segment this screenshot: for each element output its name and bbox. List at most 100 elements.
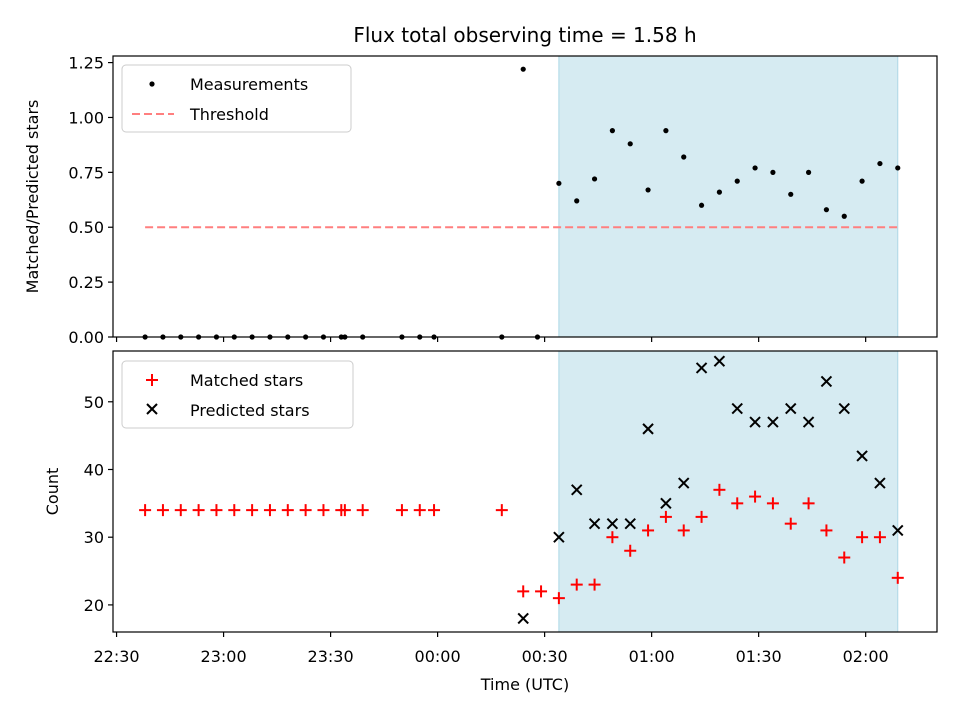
count-panel-frame bbox=[112, 350, 938, 633]
x-tick-label: 23:00 bbox=[201, 647, 247, 666]
matched-star-point bbox=[873, 531, 886, 544]
predicted-star-point bbox=[856, 450, 868, 462]
x-tick-label: 22:30 bbox=[94, 647, 140, 666]
matched-star-point bbox=[428, 504, 441, 517]
matched-star-point bbox=[338, 504, 351, 517]
matched-star-point bbox=[570, 578, 583, 591]
matched-star-point bbox=[713, 483, 726, 496]
x-tick-label: 00:00 bbox=[415, 647, 461, 666]
measurement-point bbox=[841, 213, 847, 219]
matched-star-point bbox=[139, 504, 152, 517]
measurement-point bbox=[877, 160, 883, 167]
matched-star-point bbox=[317, 504, 330, 517]
predicted-star-point bbox=[517, 612, 529, 625]
y-tick-label: 40 bbox=[84, 460, 104, 479]
legend-measurements-label: Measurements bbox=[190, 75, 308, 94]
measurement-point bbox=[556, 180, 562, 186]
predicted-star-point bbox=[820, 375, 833, 388]
predicted-star-point bbox=[588, 517, 601, 530]
count-y-axis-label: Count bbox=[43, 468, 62, 516]
predicted-star-point bbox=[802, 416, 815, 428]
count-legend: Matched stars Predicted stars bbox=[121, 360, 354, 429]
ratio-y-axis-label: Matched/Predicted stars bbox=[23, 100, 42, 294]
matched-star-point bbox=[263, 504, 276, 517]
y-tick-label: 1.25 bbox=[68, 54, 104, 73]
x-tick-label: 00:30 bbox=[522, 647, 568, 666]
y-tick-label: 20 bbox=[84, 596, 104, 615]
matched-star-point bbox=[731, 497, 744, 510]
matched-star-point bbox=[495, 504, 508, 517]
matched-star-point bbox=[535, 585, 548, 598]
predicted-star-point bbox=[624, 517, 636, 530]
measurement-point bbox=[609, 128, 615, 134]
matched-star-point bbox=[356, 504, 369, 517]
measurement-point bbox=[627, 141, 633, 147]
predicted-star-point bbox=[660, 497, 672, 510]
predicted-star-point bbox=[571, 484, 583, 496]
y-tick-label: 1.00 bbox=[68, 108, 104, 127]
predicted-star-point bbox=[642, 423, 654, 435]
measurement-point bbox=[788, 191, 794, 197]
matched-star-point bbox=[174, 504, 187, 517]
legend-measurement-dot bbox=[149, 81, 155, 87]
y-tick-label: 50 bbox=[84, 393, 104, 412]
matched-star-point bbox=[210, 504, 223, 517]
matched-star-point bbox=[228, 504, 241, 517]
legend-threshold-label: Threshold bbox=[189, 105, 269, 124]
predicted-star-point bbox=[713, 355, 726, 367]
predicted-star-point bbox=[695, 362, 708, 374]
ratio-panel: 0.00 0.25 0.50 0.75 1.00 1.25 Matched/Predict… bbox=[23, 54, 938, 347]
predicted-star-point bbox=[606, 517, 619, 530]
matched-star-point bbox=[749, 490, 762, 503]
y-tick-label: 0.50 bbox=[68, 218, 104, 237]
matched-star-point bbox=[838, 551, 851, 564]
predicted-star-point bbox=[749, 416, 761, 428]
ratio-x-ticks bbox=[115, 337, 867, 342]
matched-star-point bbox=[299, 504, 312, 517]
predicted-star-point bbox=[785, 402, 797, 415]
predicted-star-point bbox=[731, 402, 743, 415]
matched-star-point bbox=[156, 504, 169, 517]
matched-star-point bbox=[588, 578, 601, 591]
x-axis-label: Time (UTC) bbox=[480, 675, 569, 694]
measurement-point bbox=[591, 176, 598, 182]
matched-star-point bbox=[766, 497, 779, 510]
predicted-star-point bbox=[892, 524, 904, 537]
matched-star-point bbox=[802, 497, 815, 510]
matched-star-point bbox=[642, 524, 655, 537]
matched-star-point bbox=[784, 517, 797, 530]
matched-star-point bbox=[695, 510, 708, 523]
y-tick-label: 0.75 bbox=[68, 163, 104, 182]
ratio-y-ticks: 0.00 0.25 0.50 0.75 1.00 1.25 bbox=[68, 54, 113, 347]
measurement-point bbox=[574, 198, 580, 204]
y-tick-label: 0.25 bbox=[68, 273, 104, 292]
matched-star-point bbox=[891, 571, 904, 584]
measurement-points bbox=[142, 66, 901, 340]
matched-star-point bbox=[281, 504, 294, 517]
ratio-panel-frame bbox=[112, 55, 938, 338]
x-tick-label: 01:30 bbox=[736, 647, 782, 666]
predicted-star-point bbox=[678, 477, 690, 489]
matched-star-point bbox=[856, 531, 869, 544]
measurement-point bbox=[663, 128, 669, 134]
observing-span-shade-top bbox=[558, 55, 899, 338]
matched-star-point bbox=[395, 504, 408, 517]
y-tick-label: 30 bbox=[84, 528, 104, 547]
count-y-ticks: 20 30 40 50 bbox=[84, 393, 113, 615]
measurement-point bbox=[859, 178, 865, 184]
predicted-star-point bbox=[874, 477, 886, 489]
matched-star-point bbox=[677, 524, 690, 537]
measurement-point bbox=[805, 169, 812, 175]
predicted-star-point bbox=[553, 531, 565, 543]
matched-star-point bbox=[192, 504, 205, 517]
chart-title: Flux total observing time = 1.58 h bbox=[353, 23, 696, 47]
observing-span-shade-bottom bbox=[558, 350, 899, 633]
count-x-ticks: 22:30 23:00 23:30 00:00 00:30 01:00 01:30 02:00 bbox=[94, 632, 889, 666]
matched-star-point bbox=[517, 585, 530, 598]
matched-star-point bbox=[606, 531, 619, 544]
measurement-point bbox=[698, 202, 705, 208]
measurement-point bbox=[645, 187, 651, 193]
matched-star-point bbox=[413, 504, 426, 517]
x-tick-label: 02:00 bbox=[843, 647, 889, 666]
